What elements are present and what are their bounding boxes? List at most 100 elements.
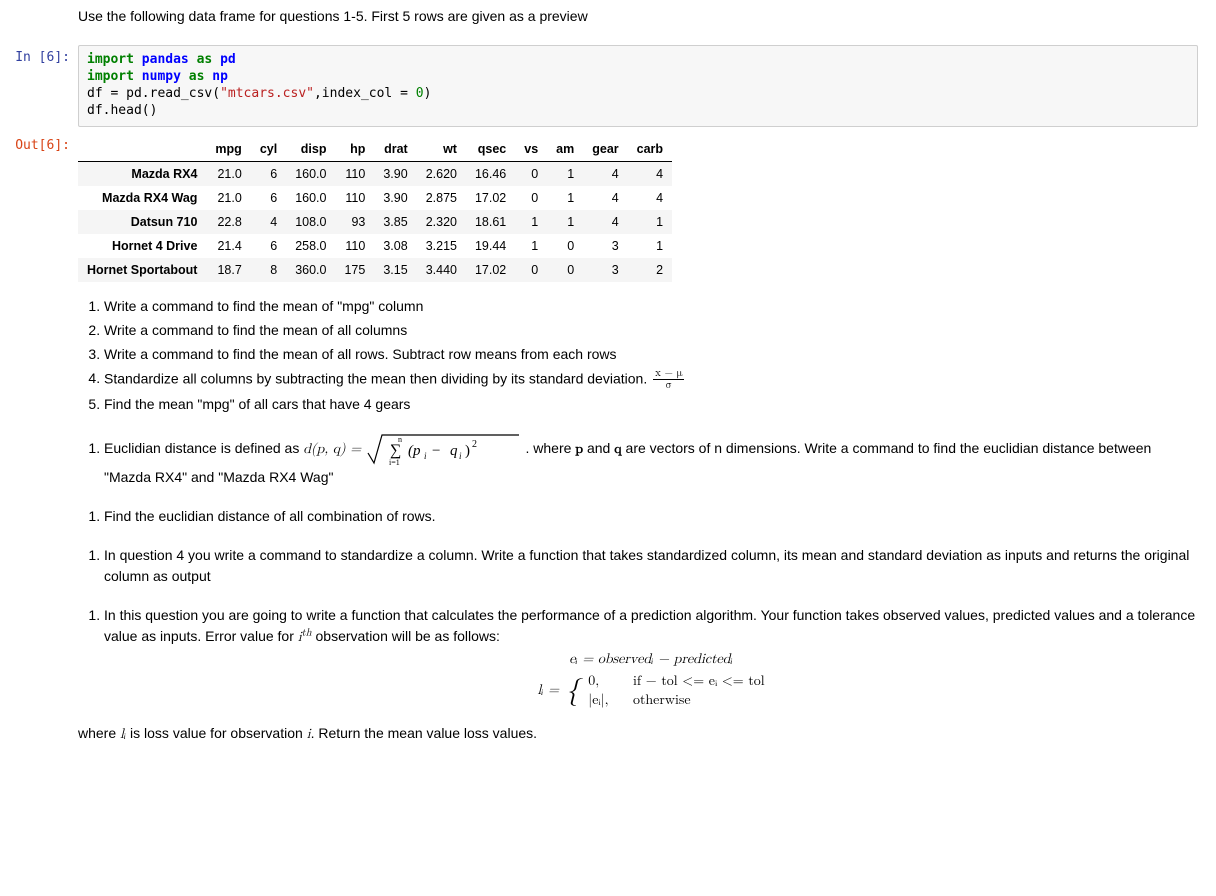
output-cell-6: Out[6]: mpgcyldisphpdratwtqsecvsamgearca… xyxy=(0,133,1216,290)
q7: Find the euclidian distance of all combi… xyxy=(104,506,1198,527)
table-cell: 6 xyxy=(251,186,286,210)
table-cell: 160.0 xyxy=(286,161,335,186)
q9-ith: ith xyxy=(298,630,312,644)
q4: Standardize all columns by subtracting t… xyxy=(104,368,1198,392)
col-header: qsec xyxy=(466,137,515,162)
table-cell: 8 xyxy=(251,258,286,282)
col-header: disp xyxy=(286,137,335,162)
col-header: mpg xyxy=(206,137,250,162)
table-cell: 21.0 xyxy=(206,186,250,210)
case1-val: 0, xyxy=(588,672,628,691)
table-cell: 4 xyxy=(583,161,627,186)
table-cell: 1 xyxy=(547,186,583,210)
svg-text:n: n xyxy=(398,435,402,444)
table-cell: 93 xyxy=(335,210,374,234)
markdown-intro: Use the following data frame for questio… xyxy=(0,6,1216,39)
table-cell: 6 xyxy=(251,161,286,186)
table-row: Datsun 71022.84108.0933.852.32018.611141 xyxy=(78,210,672,234)
table-cell: 18.61 xyxy=(466,210,515,234)
table-cell: 0 xyxy=(547,234,583,258)
q6-p: p xyxy=(575,442,583,456)
q9-eq2: lᵢ = { 0, if − tol <= eᵢ <= tol |eᵢ|, ot… xyxy=(104,671,1198,711)
table-cell: 4 xyxy=(583,186,627,210)
svg-text:q: q xyxy=(450,443,458,459)
alias-pd: pd xyxy=(220,52,236,67)
table-cell: 0 xyxy=(547,258,583,282)
table-cell: 4 xyxy=(628,186,672,210)
row-index: Mazda RX4 xyxy=(78,161,206,186)
notebook: Use the following data frame for questio… xyxy=(0,0,1216,783)
case2-cond: otherwise xyxy=(633,693,691,707)
svg-text:−: − xyxy=(432,443,440,459)
q9: In this question you are going to write … xyxy=(104,605,1198,710)
markdown-q6: Euclidian distance is defined as d(p, q)… xyxy=(0,433,1216,500)
col-header: drat xyxy=(374,137,416,162)
input-prompt: In [6]: xyxy=(0,45,78,127)
q9-outro: where lᵢ is loss value for observation i… xyxy=(78,723,1198,745)
table-cell: 3.90 xyxy=(374,161,416,186)
csv-path: "mtcars.csv" xyxy=(220,86,314,101)
table-cell: 3.08 xyxy=(374,234,416,258)
q6-a: Euclidian distance is defined as xyxy=(104,440,303,456)
col-header: vs xyxy=(515,137,547,162)
table-cell: 3.90 xyxy=(374,186,416,210)
table-cell: 0 xyxy=(515,258,547,282)
kw-as: as xyxy=(197,52,213,67)
markdown-q8: In question 4 you write a command to sta… xyxy=(0,545,1216,599)
sqrt-expression: ∑ i=1 n (p i − q i ) 2 xyxy=(366,442,526,456)
svg-text:(p: (p xyxy=(408,443,421,459)
col-header: am xyxy=(547,137,583,162)
q2: Write a command to find the mean of all … xyxy=(104,320,1198,341)
code-line3a: df = pd.read_csv( xyxy=(87,86,220,101)
row-index: Hornet Sportabout xyxy=(78,258,206,282)
question-list-6: Euclidian distance is defined as d(p, q)… xyxy=(78,433,1198,488)
mod-pandas: pandas xyxy=(142,52,189,67)
empty-prompt xyxy=(0,6,78,39)
q9-li-eq: lᵢ = xyxy=(537,683,563,697)
table-cell: 2.320 xyxy=(417,210,466,234)
q4-text: Standardize all columns by subtracting t… xyxy=(104,370,651,386)
table-cell: 19.44 xyxy=(466,234,515,258)
table-cell: 1 xyxy=(515,234,547,258)
frac-numerator: x − μ xyxy=(653,368,684,380)
code-input-area[interactable]: import pandas as pd import numpy as np d… xyxy=(78,45,1198,127)
question-list-8: In question 4 you write a command to sta… xyxy=(78,545,1198,587)
code-line4: df.head() xyxy=(87,103,157,118)
table-cell: 16.46 xyxy=(466,161,515,186)
col-header: cyl xyxy=(251,137,286,162)
kw-import: import xyxy=(87,69,134,84)
table-row: Mazda RX4 Wag21.06160.01103.902.87517.02… xyxy=(78,186,672,210)
svg-text:i: i xyxy=(424,451,427,461)
svg-text:2: 2 xyxy=(472,439,477,450)
q5: Find the mean "mpg" of all cars that hav… xyxy=(104,394,1198,415)
table-cell: 3.440 xyxy=(417,258,466,282)
table-row: Hornet 4 Drive21.46258.01103.083.21519.4… xyxy=(78,234,672,258)
empty-prompt xyxy=(0,433,78,500)
row-index: Hornet 4 Drive xyxy=(78,234,206,258)
empty-prompt xyxy=(0,506,78,539)
table-cell: 2.620 xyxy=(417,161,466,186)
q6-b: . where xyxy=(525,440,575,456)
q6: Euclidian distance is defined as d(p, q)… xyxy=(104,433,1198,488)
table-cell: 4 xyxy=(251,210,286,234)
table-cell: 1 xyxy=(628,234,672,258)
question-list-9: In this question you are going to write … xyxy=(78,605,1198,710)
table-cell: 3.15 xyxy=(374,258,416,282)
case1-cond: if − tol <= eᵢ <= tol xyxy=(633,674,765,688)
table-cell: 3.85 xyxy=(374,210,416,234)
table-cell: 360.0 xyxy=(286,258,335,282)
q6-q: q xyxy=(614,442,621,456)
kw-import: import xyxy=(87,52,134,67)
code-line3c: ) xyxy=(424,86,432,101)
table-cell: 4 xyxy=(583,210,627,234)
brace-icon: { xyxy=(566,671,580,711)
table-cell: 18.7 xyxy=(206,258,250,282)
table-row: Hornet Sportabout18.78360.01753.153.4401… xyxy=(78,258,672,282)
row-index: Mazda RX4 Wag xyxy=(78,186,206,210)
col-header: wt xyxy=(417,137,466,162)
table-cell: 0 xyxy=(515,161,547,186)
table-cell: 1 xyxy=(547,210,583,234)
table-cell: 2 xyxy=(628,258,672,282)
svg-text:i: i xyxy=(459,451,462,461)
q6-dpq: d(p, q) = xyxy=(303,442,366,456)
